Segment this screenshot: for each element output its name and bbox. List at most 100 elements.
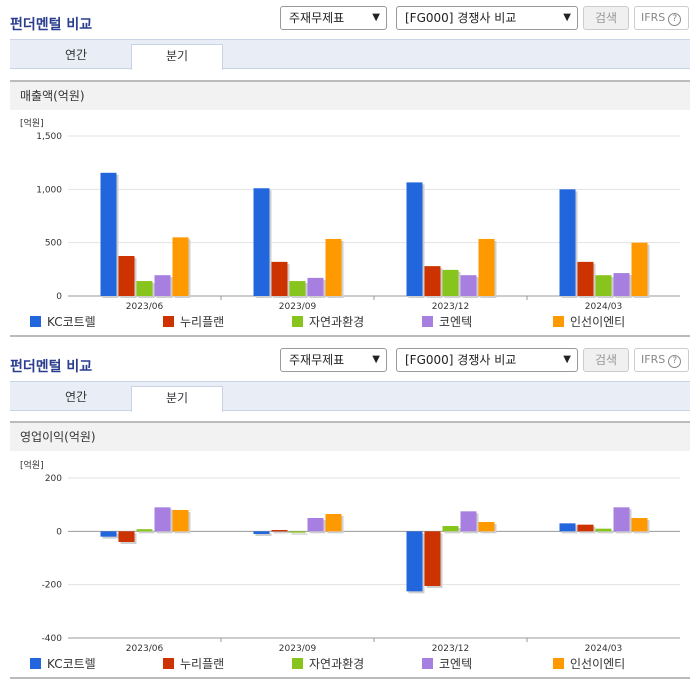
metric-title: 매출액(억원): [10, 80, 690, 110]
legend-label: KC코트렐: [47, 657, 96, 671]
tab-quarterly[interactable]: 분기: [131, 386, 223, 412]
ifrs-button[interactable]: IFRS?: [634, 348, 689, 372]
x-tick-label: 2024/03: [585, 302, 622, 312]
y-tick-label: 500: [45, 239, 62, 249]
bar: [631, 518, 648, 532]
x-tick-label: 2024/03: [585, 644, 622, 654]
legend-swatch: [422, 316, 433, 327]
tab-quarterly[interactable]: 분기: [131, 44, 223, 70]
ifrs-button[interactable]: IFRS?: [634, 6, 689, 30]
bar: [595, 275, 612, 296]
x-tick-label: 2023/06: [126, 302, 164, 312]
legend-item: 자연과환경: [292, 313, 364, 330]
tab-annual[interactable]: 연간: [64, 390, 88, 404]
y-tick-label: -400: [42, 634, 63, 644]
bar: [289, 531, 306, 533]
bar: [100, 172, 117, 296]
period-tabs: 연간 분기: [10, 381, 690, 412]
bar: [577, 524, 594, 532]
ifrs-label: IFRS: [641, 353, 666, 366]
x-tick-label: 2023/09: [279, 644, 317, 654]
legend-label: 자연과환경: [309, 657, 365, 671]
legend-label: 자연과환경: [309, 315, 365, 329]
bar: [613, 273, 630, 296]
bar: [631, 242, 648, 296]
bar: [100, 531, 117, 537]
bar: [253, 531, 270, 534]
bar-shadow: [255, 533, 272, 536]
legend-item: KC코트렐: [30, 313, 96, 330]
bar: [613, 507, 630, 532]
bar-shadow: [291, 533, 308, 535]
page-title: 펀더멘털 비교: [10, 17, 93, 33]
search-button[interactable]: 검색: [583, 348, 629, 372]
bar: [154, 507, 171, 532]
comparison-group-select[interactable]: [FG000] 경쟁사 비교 ▼: [396, 348, 578, 372]
comparison-group-value: [FG000] 경쟁사 비교: [405, 353, 517, 367]
legend-label: 누리플랜: [180, 657, 225, 671]
legend-label: 코엔텍: [439, 657, 473, 671]
y-tick-label: -200: [42, 581, 63, 591]
bar: [442, 269, 459, 296]
bar: [406, 531, 423, 592]
bar: [460, 275, 477, 296]
legend-swatch: [163, 316, 174, 327]
bar: [307, 277, 324, 296]
chart-legend: KC코트렐 누리플랜 자연과환경 코엔텍 인선이엔티: [30, 655, 680, 671]
bar: [271, 530, 288, 532]
x-tick-label: 2023/12: [432, 644, 469, 654]
bar: [478, 522, 495, 532]
bar: [118, 256, 135, 296]
bar: [424, 531, 441, 586]
bar: [136, 281, 153, 296]
legend-label: 인선이엔티: [570, 315, 626, 329]
tab-annual[interactable]: 연간: [64, 48, 88, 62]
legend-swatch: [30, 658, 41, 669]
comparison-group-select[interactable]: [FG000] 경쟁사 비교 ▼: [396, 6, 578, 30]
divider: [10, 677, 690, 679]
legend-label: KC코트렐: [47, 315, 96, 329]
period-tabs: 연간 분기: [10, 39, 690, 70]
y-unit-label: [억원]: [20, 117, 44, 129]
bar-shadow: [138, 531, 155, 534]
help-icon: ?: [668, 355, 682, 368]
bar-shadow: [273, 532, 290, 534]
revenue-chart: [억원] 0 500 1,000 1,500 2023/06 2023/09 2023/12 2…: [20, 117, 680, 312]
legend-item: 누리플랜: [163, 313, 224, 330]
bar: [577, 261, 594, 296]
statement-type-value: 주재무제표: [289, 353, 345, 367]
metric-title: 영업이익(억원): [10, 421, 690, 451]
bar: [307, 518, 324, 532]
bar: [172, 237, 189, 296]
bar: [325, 238, 342, 296]
divider: [10, 335, 690, 337]
comparison-group-value: [FG000] 경쟁사 비교: [405, 11, 517, 25]
bar: [253, 188, 270, 296]
legend-label: 누리플랜: [180, 315, 225, 329]
chart-legend: KC코트렐 누리플랜 자연과환경 코엔텍 인선이엔티: [30, 313, 680, 329]
x-tick-label: 2023/09: [279, 302, 317, 312]
bar: [172, 510, 189, 532]
search-button[interactable]: 검색: [583, 6, 629, 30]
legend-item: 인선이엔티: [553, 313, 625, 330]
bar: [289, 281, 306, 296]
help-icon: ?: [668, 13, 682, 26]
section-2-header: 펀더멘털 비교 주재무제표 ▼ [FG000] 경쟁사 비교 ▼ 검색 IFRS…: [0, 348, 696, 378]
legend-label: 코엔텍: [439, 315, 473, 329]
legend-swatch: [292, 658, 303, 669]
bar: [460, 511, 477, 532]
bar: [442, 526, 459, 532]
operating-profit-chart: [억원] -400 -200 0 200 2023/06 2023/09 2023/12 202…: [20, 459, 680, 654]
x-tick-label: 2023/06: [126, 644, 164, 654]
legend-item: KC코트렐: [30, 655, 96, 672]
ifrs-label: IFRS: [641, 11, 666, 24]
bar: [559, 523, 576, 532]
section-1-header: 펀더멘털 비교 주재무제표 ▼ [FG000] 경쟁사 비교 ▼ 검색 IFRS…: [0, 6, 696, 36]
bar: [118, 531, 135, 542]
bar-shadow: [597, 530, 614, 534]
statement-type-select[interactable]: 주재무제표 ▼: [280, 6, 387, 30]
bar: [406, 182, 423, 296]
bar: [559, 189, 576, 296]
chevron-down-icon: ▼: [563, 12, 571, 23]
statement-type-select[interactable]: 주재무제표 ▼: [280, 348, 387, 372]
